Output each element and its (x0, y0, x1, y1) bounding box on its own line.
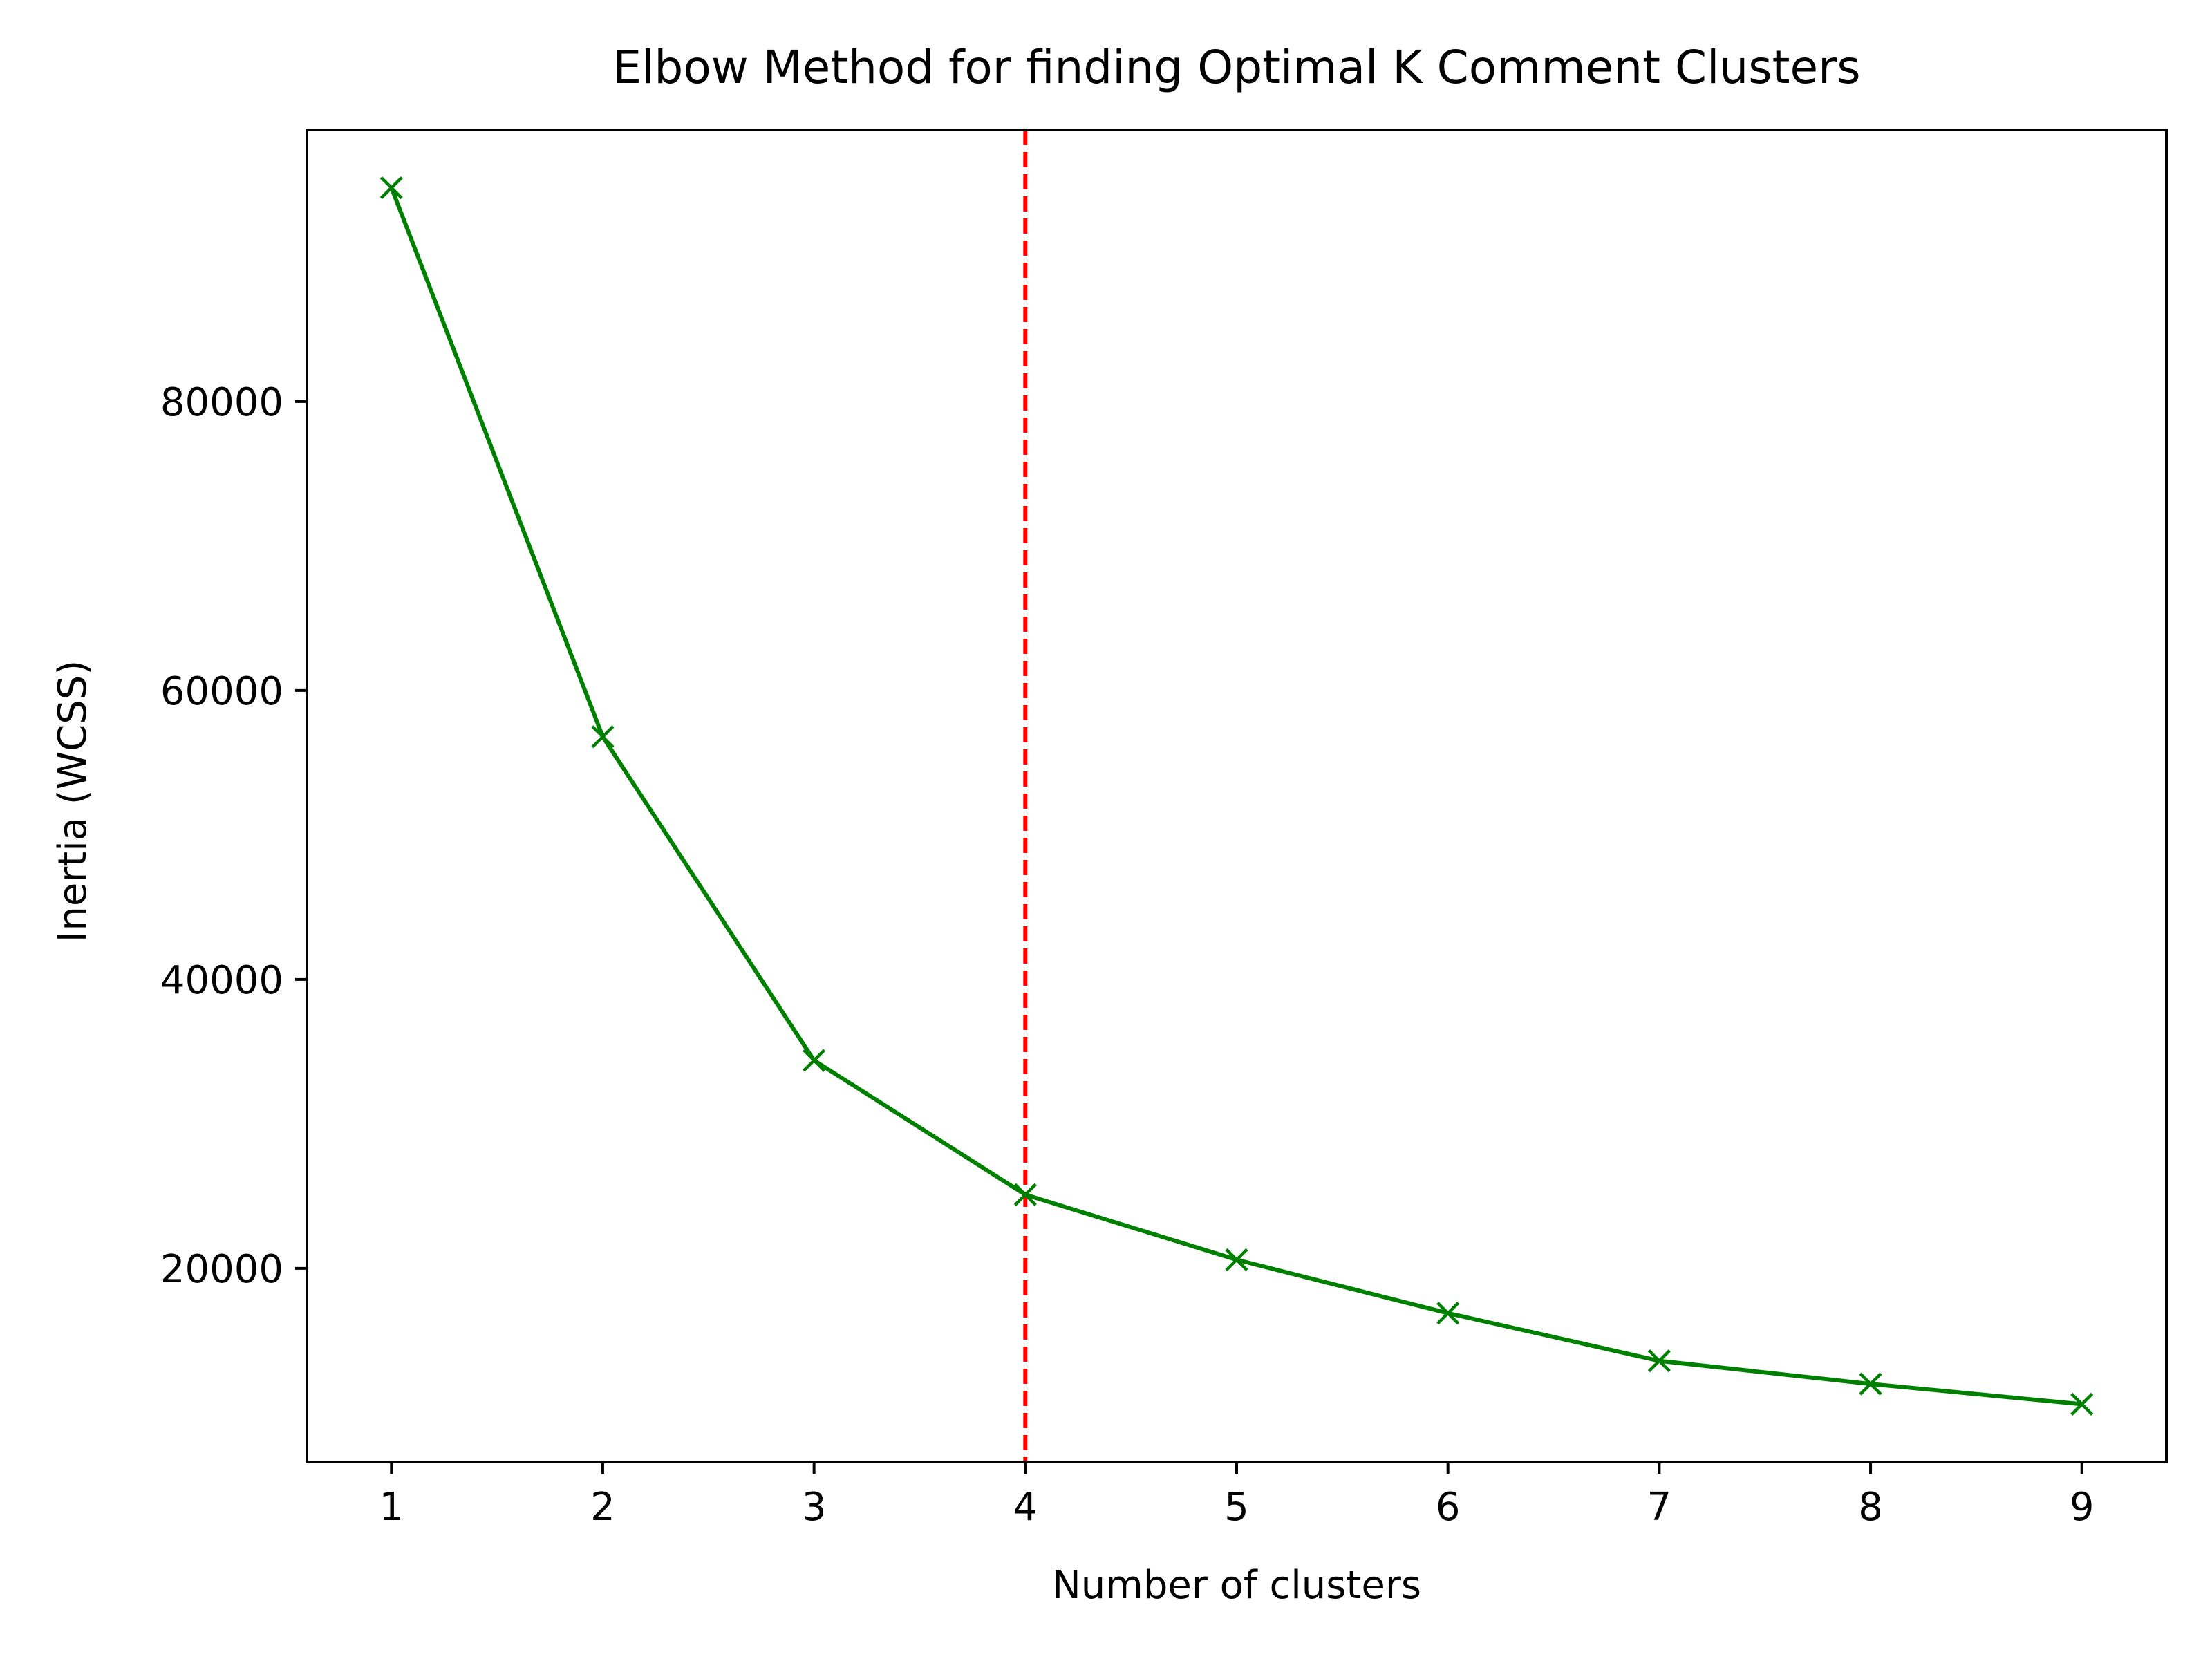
data-point-marker (591, 725, 615, 749)
x-tick-label: 8 (1858, 1485, 1883, 1530)
data-point-marker (379, 176, 403, 200)
data-point-marker (803, 1049, 826, 1072)
x-tick-label: 5 (1224, 1485, 1249, 1530)
axis-ticks: 1 2 3 4 5 6 7 8 9 20000 40000 60000 80000 (160, 380, 2094, 1530)
chart-title: Elbow Method for finding Optimal K Comme… (612, 41, 1860, 94)
data-point-marker (1436, 1302, 1460, 1325)
y-tick-label: 20000 (160, 1247, 283, 1292)
x-tick-label: 3 (802, 1485, 827, 1530)
x-tick-label: 2 (590, 1485, 615, 1530)
data-point-marker (2070, 1392, 2094, 1416)
x-tick-label: 7 (1647, 1485, 1672, 1530)
plot-area (379, 130, 2094, 1462)
data-point-marker (1859, 1372, 1882, 1396)
x-axis-label: Number of clusters (1052, 1563, 1421, 1608)
y-tick-label: 80000 (160, 380, 283, 425)
data-point-marker (1647, 1349, 1671, 1373)
y-tick-label: 60000 (160, 669, 283, 714)
x-tick-label: 1 (379, 1485, 404, 1530)
x-tick-label: 9 (2070, 1485, 2094, 1530)
axes-frame (306, 129, 2168, 1463)
x-tick-label: 4 (1013, 1485, 1038, 1530)
y-axis-label: Inertia (WCSS) (50, 660, 95, 942)
data-point-marker (1013, 1183, 1037, 1206)
y-tick-label: 40000 (160, 958, 283, 1003)
axes-border (306, 129, 2168, 1463)
x-tick-label: 6 (1436, 1485, 1461, 1530)
data-point-marker (1225, 1248, 1248, 1271)
